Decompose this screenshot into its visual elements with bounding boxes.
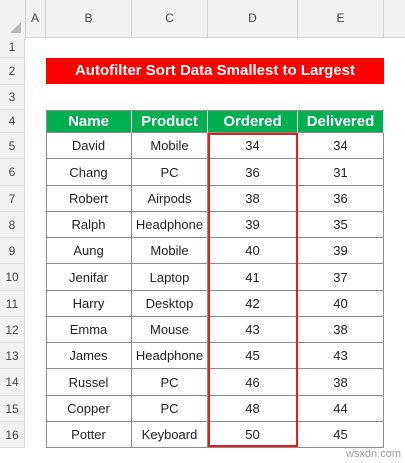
cell-ordered[interactable]: 43 bbox=[208, 317, 298, 343]
cell-name[interactable]: Emma bbox=[46, 317, 132, 343]
row-header-5[interactable]: 5 bbox=[0, 133, 25, 159]
cell-ordered[interactable]: 50 bbox=[208, 422, 298, 448]
select-all-corner[interactable] bbox=[0, 0, 26, 37]
cell-product[interactable]: Keyboard bbox=[132, 422, 208, 448]
row-header-16[interactable]: 16 bbox=[0, 422, 25, 448]
cell-name[interactable]: Ralph bbox=[46, 212, 132, 238]
cell-ordered[interactable]: 38 bbox=[208, 186, 298, 212]
row-header-13[interactable]: 13 bbox=[0, 343, 25, 369]
cell-delivered[interactable]: 36 bbox=[298, 186, 384, 212]
cell-delivered[interactable]: 38 bbox=[298, 369, 384, 396]
cell-name[interactable]: Chang bbox=[46, 159, 132, 186]
cell-delivered[interactable]: 39 bbox=[298, 238, 384, 264]
cell-product[interactable]: Mobile bbox=[132, 238, 208, 264]
cell-ordered[interactable]: 36 bbox=[208, 159, 298, 186]
cell-name[interactable]: James bbox=[46, 343, 132, 369]
header-product[interactable]: Product bbox=[132, 110, 208, 133]
row-header-3[interactable]: 3 bbox=[0, 85, 25, 110]
row-header-14[interactable]: 14 bbox=[0, 369, 25, 396]
cell-ordered[interactable]: 42 bbox=[208, 291, 298, 317]
cell-product[interactable]: Headphone bbox=[132, 212, 208, 238]
cell-name[interactable]: Jenifar bbox=[46, 264, 132, 291]
sheet-title-cell[interactable]: Autofilter Sort Data Smallest to Largest bbox=[46, 58, 384, 84]
row-header-6[interactable]: 6 bbox=[0, 159, 25, 186]
column-header-d[interactable]: D bbox=[208, 0, 298, 37]
cell-delivered[interactable]: 35 bbox=[298, 212, 384, 238]
cell-delivered[interactable]: 34 bbox=[298, 133, 384, 159]
header-name[interactable]: Name bbox=[46, 110, 132, 133]
row-header-4[interactable]: 4 bbox=[0, 110, 25, 133]
cell-delivered[interactable]: 44 bbox=[298, 396, 384, 422]
column-header-e[interactable]: E bbox=[298, 0, 384, 37]
select-all-triangle-icon bbox=[10, 22, 21, 33]
row-header-2[interactable]: 2 bbox=[0, 58, 25, 85]
cell-product[interactable]: Airpods bbox=[132, 186, 208, 212]
column-header-a[interactable]: A bbox=[25, 0, 46, 37]
cell-delivered[interactable]: 37 bbox=[298, 264, 384, 291]
row-header-15[interactable]: 15 bbox=[0, 396, 25, 422]
cell-name[interactable]: Potter bbox=[46, 422, 132, 448]
cell-ordered[interactable]: 39 bbox=[208, 212, 298, 238]
cell-name[interactable]: David bbox=[46, 133, 132, 159]
row-header-11[interactable]: 11 bbox=[0, 291, 25, 317]
row-header-8[interactable]: 8 bbox=[0, 212, 25, 238]
cell-product[interactable]: PC bbox=[132, 159, 208, 186]
cell-product[interactable]: Mouse bbox=[132, 317, 208, 343]
cell-product[interactable]: Desktop bbox=[132, 291, 208, 317]
row-header-1[interactable]: 1 bbox=[0, 37, 25, 58]
cell-name[interactable]: Aung bbox=[46, 238, 132, 264]
cell-ordered[interactable]: 34 bbox=[208, 133, 298, 159]
row-header-7[interactable]: 7 bbox=[0, 186, 25, 212]
row-header-12[interactable]: 12 bbox=[0, 317, 25, 343]
cell-product[interactable]: Laptop bbox=[132, 264, 208, 291]
cell-name[interactable]: Copper bbox=[46, 396, 132, 422]
watermark: wsxdn.com bbox=[345, 448, 401, 460]
cell-product[interactable]: Mobile bbox=[132, 133, 208, 159]
cell-product[interactable]: PC bbox=[132, 369, 208, 396]
cell-ordered[interactable]: 40 bbox=[208, 238, 298, 264]
cell-name[interactable]: Russel bbox=[46, 369, 132, 396]
row-header-10[interactable]: 10 bbox=[0, 264, 25, 291]
cell-product[interactable]: Headphone bbox=[132, 343, 208, 369]
cell-ordered[interactable]: 48 bbox=[208, 396, 298, 422]
cell-name[interactable]: Robert bbox=[46, 186, 132, 212]
cell-ordered[interactable]: 46 bbox=[208, 369, 298, 396]
header-delivered[interactable]: Delivered bbox=[298, 110, 384, 133]
cell-delivered[interactable]: 40 bbox=[298, 291, 384, 317]
column-header-b[interactable]: B bbox=[46, 0, 132, 37]
cell-name[interactable]: Harry bbox=[46, 291, 132, 317]
cell-product[interactable]: PC bbox=[132, 396, 208, 422]
column-header-c[interactable]: C bbox=[132, 0, 208, 37]
cell-delivered[interactable]: 31 bbox=[298, 159, 384, 186]
cell-delivered[interactable]: 38 bbox=[298, 317, 384, 343]
header-ordered[interactable]: Ordered bbox=[208, 110, 298, 133]
cell-ordered[interactable]: 41 bbox=[208, 264, 298, 291]
cell-delivered[interactable]: 45 bbox=[298, 422, 384, 448]
row-header-9[interactable]: 9 bbox=[0, 238, 25, 264]
cell-ordered[interactable]: 45 bbox=[208, 343, 298, 369]
cell-delivered[interactable]: 43 bbox=[298, 343, 384, 369]
